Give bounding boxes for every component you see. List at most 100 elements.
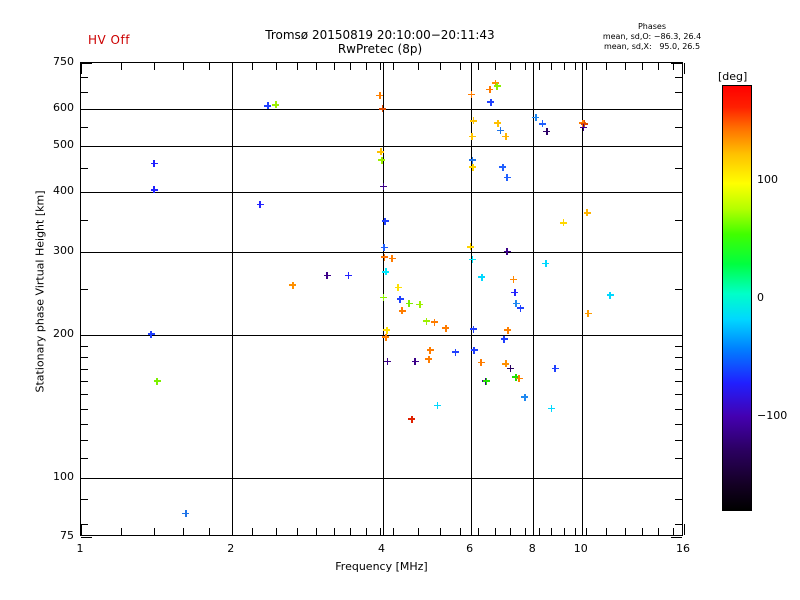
scatter-point bbox=[503, 248, 511, 256]
scatter-point-bar bbox=[384, 217, 386, 225]
axis-tick bbox=[81, 408, 88, 410]
scatter-point bbox=[377, 148, 385, 156]
y-axis-title: Stationary phase Virtual Height [km] bbox=[33, 190, 47, 393]
scatter-point bbox=[491, 79, 499, 87]
scatter-point bbox=[394, 284, 402, 291]
scatter-point bbox=[411, 357, 419, 365]
axis-tick bbox=[494, 63, 496, 70]
axis-tick bbox=[379, 63, 381, 70]
scatter-point-bar bbox=[419, 301, 421, 309]
scatter-point bbox=[344, 272, 352, 280]
axis-tick bbox=[316, 63, 318, 70]
scatter-point-bar bbox=[153, 186, 155, 194]
axis-tick bbox=[81, 458, 88, 460]
gridline-horizontal bbox=[81, 335, 682, 337]
scatter-point-bar bbox=[550, 405, 553, 412]
scatter-point-bar bbox=[471, 132, 473, 140]
axis-tick bbox=[671, 537, 682, 538]
scatter-point-bar bbox=[444, 324, 447, 332]
scatter-point bbox=[521, 393, 529, 401]
scatter-point bbox=[272, 101, 280, 109]
y-tick-label: 75 bbox=[60, 529, 74, 542]
scatter-point-bar bbox=[497, 119, 499, 127]
x-tick-label: 10 bbox=[573, 542, 588, 555]
phase-stats-block: Phases mean, sd,O: −86.3, 26.4 mean, sd,… bbox=[572, 22, 732, 52]
axis-tick bbox=[417, 528, 419, 535]
y-tick-label: 400 bbox=[53, 184, 74, 198]
x-tick-label: 2 bbox=[227, 542, 235, 555]
scatter-point-bar bbox=[524, 393, 526, 401]
axis-tick bbox=[658, 63, 660, 70]
scatter-point-bar bbox=[499, 127, 502, 135]
axis-tick bbox=[333, 63, 335, 70]
scatter-point bbox=[381, 217, 389, 225]
scatter-point-bar bbox=[380, 148, 382, 156]
axis-tick bbox=[524, 528, 526, 535]
scatter-point-bar bbox=[150, 330, 152, 338]
scatter-point bbox=[482, 377, 490, 385]
scatter-point-bar bbox=[156, 377, 159, 385]
axis-tick bbox=[642, 63, 644, 70]
axis-tick bbox=[684, 63, 685, 74]
scatter-point bbox=[539, 120, 547, 128]
axis-tick bbox=[81, 440, 88, 442]
axis-tick bbox=[671, 108, 682, 110]
axis-tick bbox=[81, 356, 88, 358]
scatter-point-bar bbox=[509, 365, 512, 373]
scatter-point-bar bbox=[381, 156, 383, 164]
y-tick-label: 750 bbox=[53, 55, 74, 68]
scatter-point-bar bbox=[386, 326, 388, 334]
gridline-horizontal bbox=[81, 251, 682, 253]
axis-tick bbox=[671, 335, 682, 337]
scatter-point bbox=[486, 85, 494, 93]
scatter-point-bar bbox=[275, 101, 277, 109]
scatter-point bbox=[388, 255, 396, 263]
axis-tick bbox=[671, 192, 682, 194]
scatter-point bbox=[452, 348, 460, 356]
axis-tick bbox=[382, 63, 384, 74]
axis-tick bbox=[81, 499, 88, 501]
scatter-point-bar bbox=[471, 255, 474, 263]
scatter-point-bar bbox=[399, 295, 402, 303]
scatter-point bbox=[500, 335, 508, 343]
scatter-point-bar bbox=[546, 127, 548, 135]
scatter-point-bar bbox=[583, 120, 586, 128]
scatter-point-bar bbox=[326, 272, 328, 280]
axis-tick bbox=[510, 528, 512, 535]
scatter-point bbox=[512, 300, 520, 308]
axis-tick bbox=[459, 63, 461, 70]
axis-tick bbox=[333, 528, 335, 535]
scatter-point bbox=[470, 117, 478, 125]
gridline-vertical bbox=[533, 63, 535, 535]
axis-tick bbox=[658, 528, 660, 535]
axis-tick bbox=[81, 63, 92, 64]
scatter-point-bar bbox=[436, 402, 439, 410]
scatter-point bbox=[477, 359, 485, 367]
scatter-point bbox=[153, 377, 161, 385]
axis-tick bbox=[120, 528, 122, 535]
axis-tick bbox=[675, 423, 682, 425]
x-axis-title: Frequency [MHz] bbox=[335, 560, 428, 573]
axis-tick bbox=[365, 528, 367, 535]
axis-tick bbox=[675, 499, 682, 501]
scatter-point-bar bbox=[515, 300, 518, 308]
axis-tick bbox=[417, 63, 419, 70]
scatter-point bbox=[380, 244, 388, 252]
scatter-point-bar bbox=[397, 284, 400, 291]
scatter-point-bar bbox=[485, 377, 488, 385]
scatter-point bbox=[551, 365, 559, 373]
axis-tick bbox=[81, 394, 88, 396]
scatter-point bbox=[469, 163, 477, 171]
axis-tick bbox=[533, 524, 535, 535]
scatter-point-bar bbox=[481, 273, 483, 281]
scatter-point-bar bbox=[473, 346, 476, 354]
axis-tick bbox=[81, 77, 88, 79]
scatter-point bbox=[560, 219, 568, 227]
scatter-point bbox=[425, 355, 433, 363]
axis-tick bbox=[586, 63, 588, 70]
axis-tick bbox=[675, 381, 682, 383]
scatter-point-bar bbox=[503, 335, 505, 343]
scatter-point-bar bbox=[472, 163, 474, 171]
scatter-point bbox=[289, 281, 297, 289]
